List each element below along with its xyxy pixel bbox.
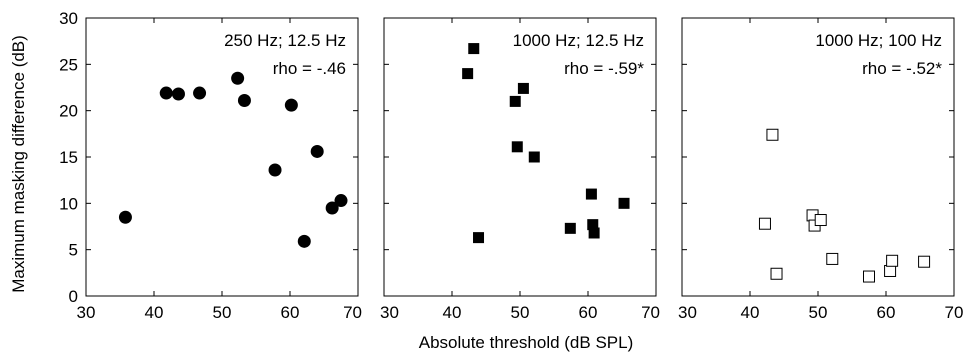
data-point [770,267,783,280]
data-point [159,86,173,100]
panels-layer: 30 40 50 60 70 0 5 10 15 20 25 30 250 Hz; 12.5 Hz rho… [59,9,963,322]
x-tick-label: 60 [281,303,300,322]
data-point [758,217,771,230]
data-point [814,214,827,227]
panel-annotation: rho = -.46 [273,59,346,78]
data-point [171,87,185,101]
x-tick-label: 50 [213,303,232,322]
x-tick-label: 50 [809,303,828,322]
y-tick-label: 5 [69,241,78,260]
panel-2: 30 40 50 60 70 1000 Hz; 12.5 Hz rho = -.59* [380,17,660,322]
data-point [297,234,311,248]
data-point [884,264,897,277]
panel-title: 1000 Hz; 100 Hz [815,31,942,50]
y-tick-label: 10 [59,194,78,213]
x-tick-label: 50 [511,303,530,322]
y-axis-title: Maximum masking difference (dB) [9,35,28,293]
data-point [462,68,474,80]
data-point [766,128,779,141]
x-tick-label: 30 [77,303,96,322]
data-point [509,95,521,107]
panel-annotation: rho = -.59* [564,59,644,78]
data-point [588,227,600,239]
data-point [310,144,324,158]
data-point [268,163,282,177]
data-point [284,98,298,112]
data-point [118,210,132,224]
data-point [473,232,485,244]
data-point [886,254,899,267]
x-tick-label: 60 [579,303,598,322]
data-point [193,86,207,100]
data-point [564,222,576,234]
panel-3: 30 40 50 60 70 1000 Hz; 100 Hz rho = -.52* [678,17,964,322]
y-tick-label: 20 [59,102,78,121]
x-tick-label: 70 [641,303,660,322]
x-tick-label: 40 [741,303,760,322]
x-tick-label: 30 [678,303,697,322]
data-point [528,151,540,163]
data-point [618,197,630,209]
data-point [826,252,839,265]
x-tick-label: 40 [443,303,462,322]
data-point [863,270,875,283]
data-point [237,93,251,107]
x-tick-label: 70 [945,303,964,322]
x-tick-label: 30 [380,303,399,322]
x-tick-label: 70 [343,303,362,322]
x-tick-label: 60 [877,303,896,322]
data-point [468,43,480,55]
data-point [587,219,599,231]
y-tick-label: 30 [59,9,78,28]
y-tick-label: 15 [59,148,78,167]
panel-title: 1000 Hz; 12.5 Hz [513,31,644,50]
data-point [517,82,529,94]
panel-1: 30 40 50 60 70 0 5 10 15 20 25 30 250 Hz; 12.5 Hz rho… [59,9,362,322]
y-tick-label: 25 [59,55,78,74]
panel-title: 250 Hz; 12.5 Hz [224,31,346,50]
data-point [325,201,339,215]
data-point [511,141,523,153]
y-tick-label: 0 [69,287,78,306]
x-axis-title: Absolute threshold (dB SPL) [419,333,634,352]
data-point [334,194,348,208]
data-point [918,255,931,268]
data-point [585,188,597,200]
data-point [231,71,245,85]
x-tick-label: 40 [145,303,164,322]
panel-annotation: rho = -.52* [862,59,942,78]
